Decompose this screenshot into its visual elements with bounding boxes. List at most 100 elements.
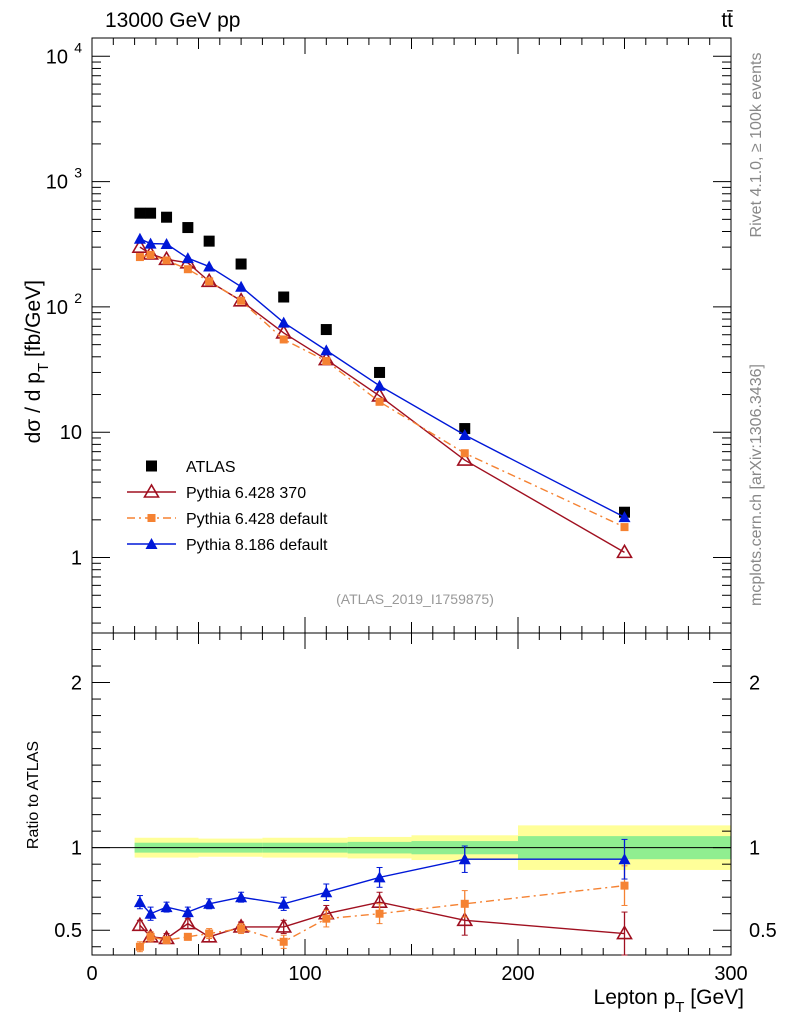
data-point — [375, 397, 384, 406]
svg-text:Lepton pT [GeV]: Lepton pT [GeV] — [594, 986, 744, 1016]
x-axis-title: Lepton pT [GeV] — [594, 986, 744, 1016]
ratio-point — [203, 897, 216, 909]
data-point — [203, 235, 215, 247]
rivet-label: Rivet 4.1.0, ≥ 100k events — [748, 53, 765, 238]
ratio-y-tick-label: 2 — [71, 673, 82, 695]
ratio-y-tick-label: 1 — [71, 838, 82, 860]
y-tick-label-exponent: 4 — [74, 39, 82, 55]
ratio-panel: 0 100 200 3000.5 0.51 12 2 — [54, 632, 777, 985]
data-point — [181, 252, 194, 264]
ratio-point — [133, 896, 146, 908]
ratio-point — [275, 918, 293, 933]
data-point — [460, 449, 469, 458]
legend-entry: Pythia 6.428 370 — [127, 483, 306, 502]
legend-label: Pythia 6.428 370 — [186, 485, 306, 502]
data-point — [322, 357, 331, 366]
ratio-point — [618, 853, 631, 865]
y-tick-label: 10 — [46, 172, 68, 194]
data-point — [134, 207, 146, 219]
legend-entry: ATLAS — [146, 459, 236, 476]
x-tick-label: 0 — [86, 963, 97, 985]
ratio-series-pythia-6-428-default — [135, 865, 629, 953]
ratio-point — [620, 881, 629, 890]
data-point — [160, 237, 173, 249]
ratio-series-pythia-8-186-default — [133, 838, 631, 921]
ratio-point — [181, 906, 194, 918]
legend-label: Pythia 6.428 default — [186, 511, 328, 528]
legend-marker — [147, 514, 156, 522]
ratio-y-tick-label-right: 0.5 — [749, 920, 777, 942]
data-point — [235, 258, 247, 270]
ratio-y-axis-title: Ratio to ATLAS — [25, 741, 42, 849]
ratio-point — [458, 853, 471, 865]
ratio-y-tick-label-right: 2 — [749, 673, 760, 695]
ratio-point — [146, 932, 155, 941]
data-point — [456, 451, 474, 466]
data-point — [131, 238, 149, 253]
data-point — [616, 543, 633, 559]
legend: ATLAS Pythia 6.428 370 Pythia 6.428 defaul… — [127, 459, 328, 554]
main-panel: 1 10 10 2 10 3 10 4 — [46, 37, 732, 634]
data-point — [135, 253, 144, 262]
y-tick-label-exponent: 2 — [74, 290, 82, 306]
ratio-y-tick-label-right: 1 — [749, 838, 760, 860]
series-pythia-8-186-default — [133, 232, 631, 523]
data-point — [277, 316, 290, 328]
data-point — [373, 379, 386, 391]
legend-label: Pythia 8.186 default — [186, 537, 328, 554]
ratio-point — [179, 915, 197, 930]
legend-marker — [143, 483, 160, 498]
y-tick-label: 1 — [71, 548, 82, 570]
ratio-point — [277, 897, 290, 909]
data-point — [320, 344, 333, 356]
ratio-series-line — [139, 884, 625, 948]
y-tick-label-exponent: 3 — [74, 165, 82, 181]
x-tick-label: 300 — [714, 963, 747, 985]
data-point — [235, 280, 248, 292]
ratio-point — [144, 907, 157, 919]
ratio-point — [375, 909, 384, 918]
legend-marker — [146, 460, 157, 472]
mcplots-label: mcplots.cern.ch [arXiv:1306.3436] — [748, 364, 765, 606]
data-point — [374, 366, 386, 378]
process-label: 13000 GeV pp — [105, 9, 240, 32]
analysis-id-label: (ATLAS_2019_I1759875) — [336, 591, 494, 607]
ratio-point — [160, 901, 173, 913]
data-point — [279, 335, 288, 344]
data-point — [320, 324, 332, 336]
legend-entry: Pythia 8.186 default — [127, 537, 328, 554]
data-point — [162, 256, 171, 265]
data-point — [237, 296, 246, 305]
x-tick-label: 100 — [288, 963, 321, 985]
ratio-point — [235, 891, 248, 903]
legend-label: ATLAS — [186, 459, 236, 476]
data-point — [203, 260, 216, 272]
ratio-point — [162, 936, 171, 945]
x-tick-labels: 0 100 200 300 — [86, 963, 747, 985]
ratio-point — [460, 899, 469, 908]
ratio-point — [131, 916, 149, 932]
data-point — [161, 211, 173, 223]
ratio-point — [322, 914, 331, 923]
ratio-point — [237, 924, 246, 933]
x-tick-label: 200 — [501, 963, 534, 985]
data-point — [145, 207, 157, 219]
data-point — [205, 277, 214, 286]
ratio-point — [183, 932, 192, 941]
data-point — [133, 232, 146, 244]
ratio-point — [373, 871, 386, 883]
data-point — [278, 291, 290, 303]
ratio-point — [279, 937, 288, 946]
legend-marker — [145, 538, 158, 549]
legend-entry: Pythia 6.428 default — [127, 511, 328, 528]
series-pythia-6-428-default — [135, 250, 629, 532]
ratio-point — [135, 942, 144, 951]
data-point — [182, 222, 194, 234]
ratio-y-tick-label: 0.5 — [54, 920, 82, 942]
y-tick-label: 10 — [46, 297, 68, 319]
data-point — [459, 423, 471, 435]
final-state-label: tt̄ — [721, 9, 733, 32]
ratio-point — [616, 924, 633, 940]
data-point — [620, 523, 629, 532]
